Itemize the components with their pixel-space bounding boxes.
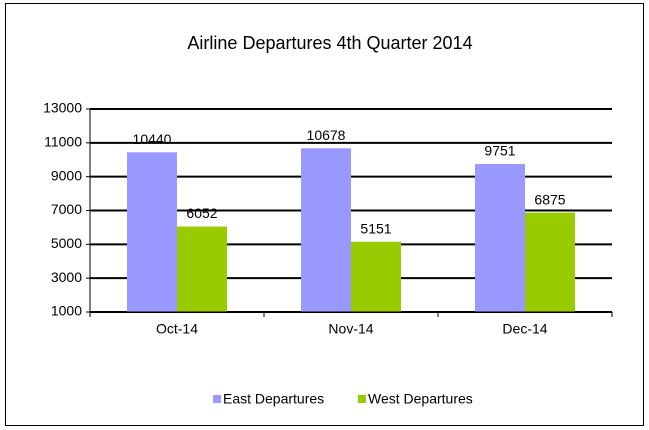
bar (351, 241, 401, 312)
y-tick-label: 7000 (51, 201, 82, 217)
bar (177, 226, 227, 312)
x-tick-label: Nov-14 (328, 321, 373, 337)
y-tick-label: 13000 (43, 100, 82, 116)
bar (475, 163, 525, 312)
data-label: 10678 (307, 127, 346, 143)
y-tick-label: 1000 (51, 303, 82, 319)
y-tick-label: 9000 (51, 167, 82, 183)
y-tick-label: 5000 (51, 235, 82, 251)
bar (127, 152, 177, 312)
legend-swatch (213, 395, 221, 403)
data-label: 9751 (484, 143, 515, 159)
y-tick-label: 11000 (44, 134, 82, 150)
data-label: 6052 (186, 205, 217, 221)
legend-swatch (358, 395, 366, 403)
data-label: 6875 (534, 191, 565, 207)
legend-label: West Departures (368, 391, 473, 407)
chart-title: Airline Departures 4th Quarter 2014 (187, 33, 472, 53)
data-label: 5151 (360, 220, 391, 236)
x-tick-label: Oct-14 (156, 321, 198, 337)
y-tick-label: 3000 (51, 269, 82, 285)
data-label: 10440 (133, 131, 172, 147)
x-tick-label: Dec-14 (502, 321, 547, 337)
legend-label: East Departures (223, 391, 324, 407)
bar (301, 148, 351, 312)
bar (525, 212, 575, 312)
